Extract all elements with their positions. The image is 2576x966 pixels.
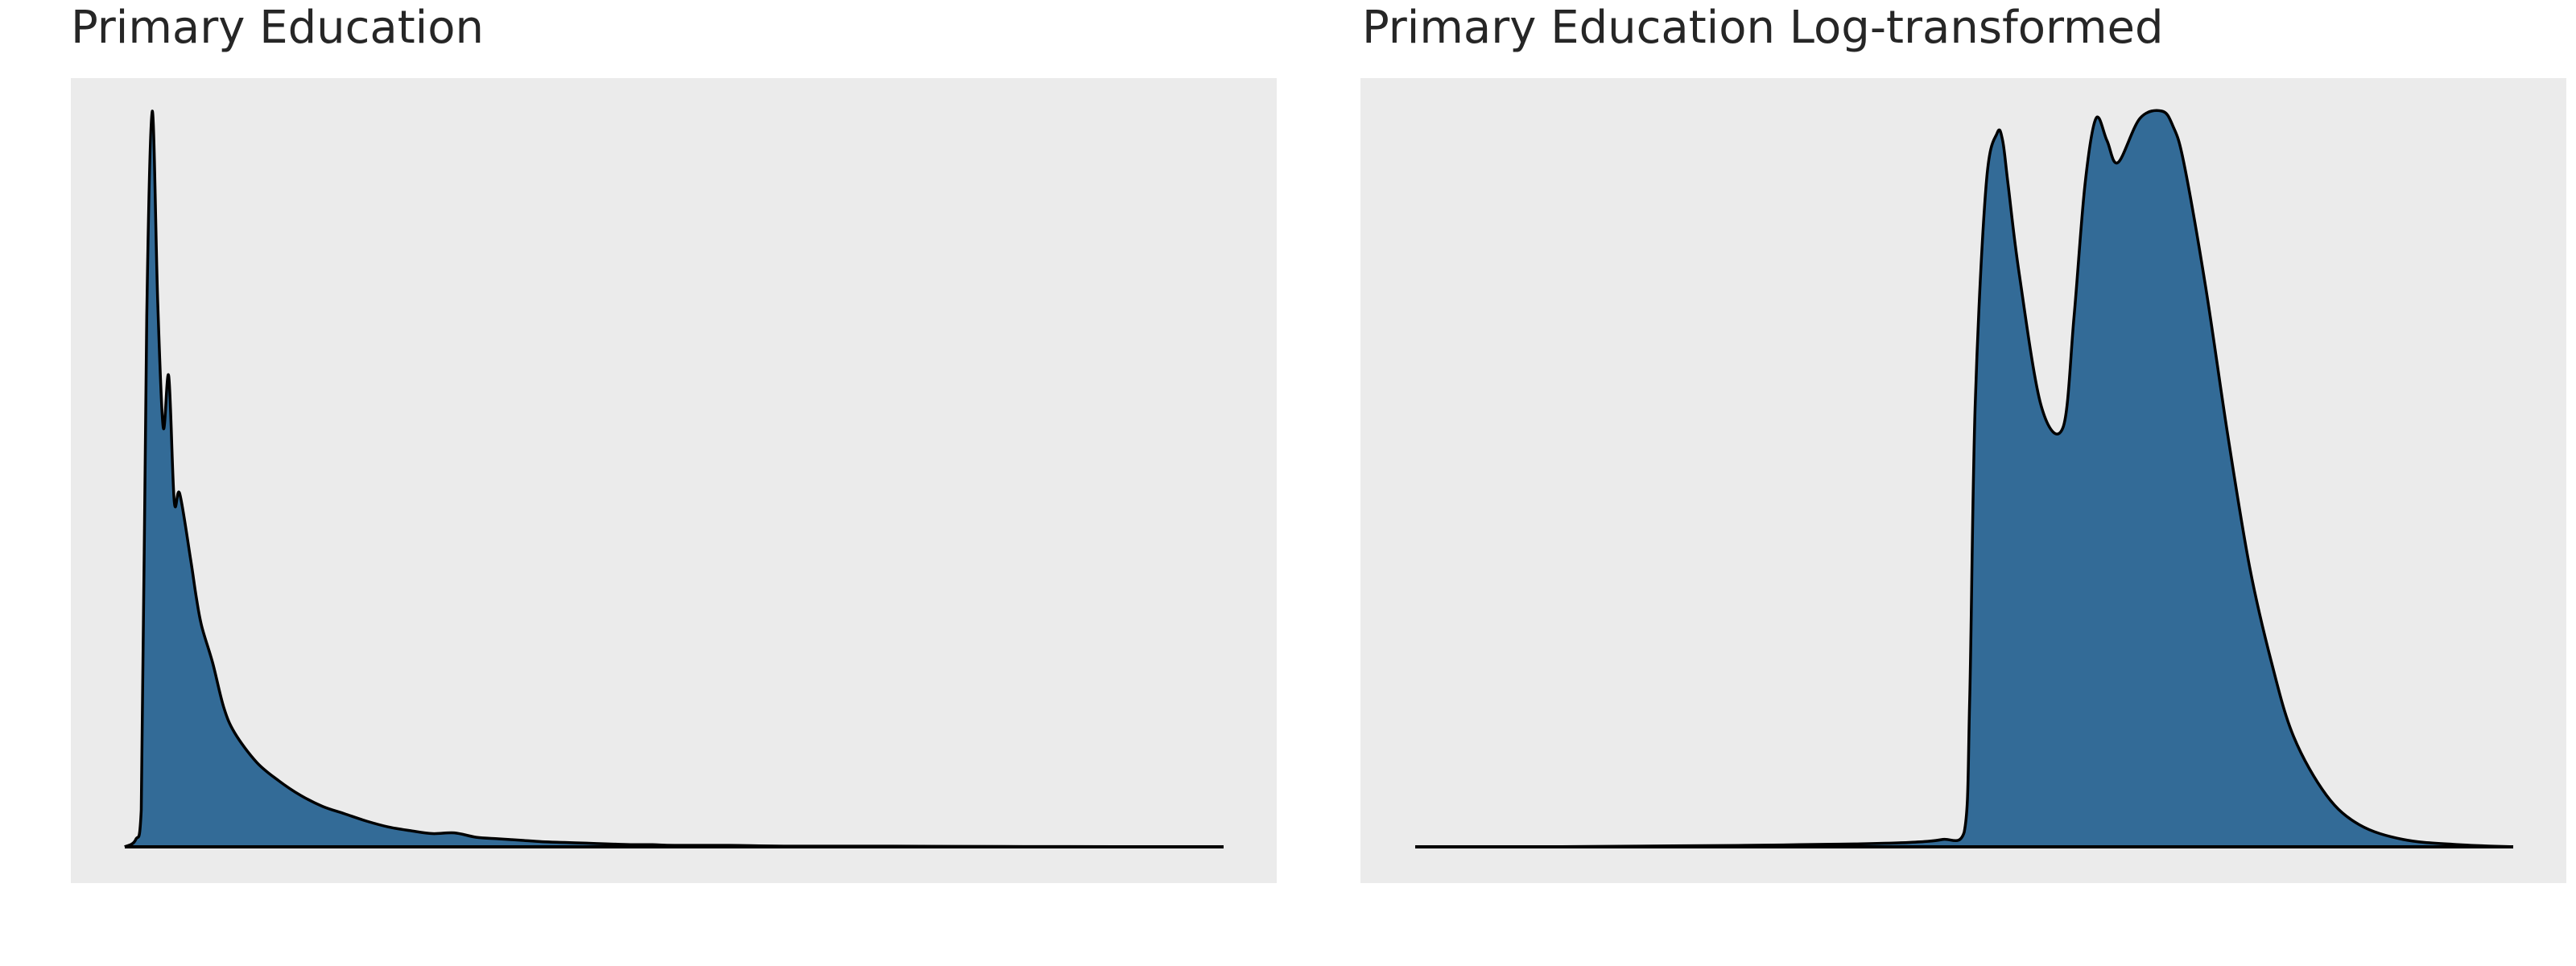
density-line-primary-education-log (1415, 109, 2514, 848)
chart-title-primary-education: Primary Education (71, 2, 484, 54)
panel-background-primary-education-log (1360, 78, 2566, 883)
density-area-primary-education-log (1415, 110, 2513, 848)
density-area-primary-education (125, 110, 1224, 847)
panel-background-primary-education (71, 78, 1277, 883)
chart-title-primary-education-log: Primary Education Log-transformed (1362, 2, 2164, 54)
